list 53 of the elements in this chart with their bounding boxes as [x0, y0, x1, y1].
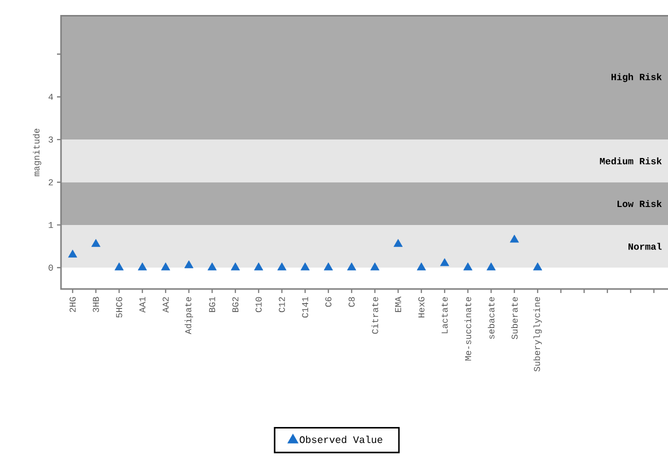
- point: [254, 262, 264, 270]
- x-tick-label: C12: [278, 297, 285, 312]
- y-axis-title: magnitude: [32, 128, 42, 176]
- point: [533, 262, 542, 270]
- y-tick-label: 1: [48, 222, 54, 228]
- x-tick-label: Suberylglycine: [533, 297, 542, 372]
- x-tick-label: 5HC6: [116, 297, 122, 318]
- x-tick-label: 3HB: [92, 296, 99, 312]
- x-tick-label: C10: [256, 297, 262, 312]
- x-tick-label: BG1: [209, 296, 216, 312]
- x-tick-label: Suberate: [511, 297, 518, 340]
- x-tick-label: BG2: [232, 297, 238, 312]
- band-label: High Risk: [612, 73, 662, 82]
- x-tick-label: Citrate: [372, 297, 378, 334]
- point: [486, 262, 496, 270]
- x-tick-label: 2HG: [70, 297, 76, 312]
- x-tick-label: C6: [325, 297, 332, 307]
- point: [510, 234, 519, 243]
- band-label: Low Risk: [618, 200, 662, 208]
- point: [138, 262, 147, 270]
- x-tick-label: AA2: [162, 297, 169, 313]
- point: [230, 262, 240, 270]
- band-label: Medium Risk: [600, 157, 662, 164]
- x-tick-label: C8: [348, 297, 355, 307]
- point: [416, 262, 426, 270]
- point: [68, 250, 78, 258]
- point: [161, 262, 170, 270]
- x-tick-label: EMA: [395, 296, 402, 312]
- y-tick-label: 4: [48, 94, 54, 100]
- y-tick-label: 3: [48, 136, 53, 143]
- x-tick-label: C141: [302, 296, 308, 318]
- point: [91, 238, 100, 247]
- point: [184, 260, 194, 268]
- x-tick-label: AA1: [139, 296, 146, 313]
- point: [370, 262, 380, 270]
- point: [324, 262, 333, 270]
- x-tick-label: HexG: [418, 297, 424, 318]
- point: [114, 262, 124, 270]
- legend-label: Observed Value: [300, 436, 382, 444]
- point: [300, 262, 310, 270]
- x-tick-label: Me-succinate: [464, 297, 472, 361]
- point: [463, 262, 472, 270]
- point: [347, 262, 356, 270]
- y-tick-label: 0: [48, 264, 53, 271]
- band-label: Normal: [628, 242, 662, 250]
- point: [277, 262, 286, 270]
- x-tick-label: sebacate: [488, 297, 494, 339]
- y-tick-label: 2: [48, 179, 53, 186]
- point: [394, 238, 403, 247]
- point: [208, 262, 217, 270]
- x-tick-label: Lactate: [442, 297, 448, 334]
- point: [440, 258, 450, 266]
- x-tick-label: Adipate: [184, 297, 194, 334]
